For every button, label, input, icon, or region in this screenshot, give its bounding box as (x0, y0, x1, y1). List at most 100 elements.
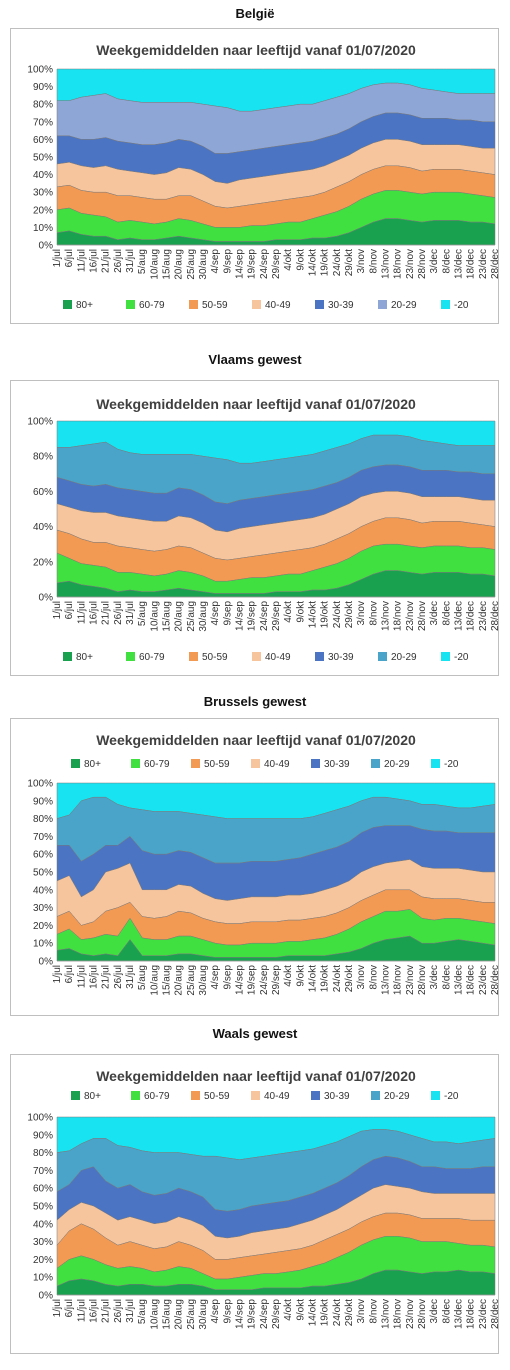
y-tick-label: 10% (33, 939, 53, 950)
x-tick-label: 30/aug (198, 601, 209, 632)
x-tick-label: 3/dec (429, 249, 440, 273)
y-tick-label: 30% (33, 188, 53, 199)
x-tick-label: 6/jul (64, 249, 75, 267)
x-tick-label: 28/dec (490, 1299, 500, 1329)
x-tick-label: 8/nov (368, 965, 379, 989)
y-tick-label: 100% (27, 779, 53, 790)
legend-swatch (189, 652, 198, 661)
x-tick-label: 14/okt (308, 601, 319, 628)
legend-label: 80+ (76, 652, 93, 663)
legend-label: 30-39 (328, 300, 354, 311)
y-tick-label: 90% (33, 1130, 53, 1141)
x-tick-label: 23/dec (478, 249, 489, 279)
x-tick-label: 24/sep (259, 249, 270, 279)
heading-vlaams-gewest: Vlaams gewest (208, 352, 302, 367)
legend-swatch (252, 300, 261, 309)
legend-label: 50-59 (204, 1091, 230, 1102)
chart-panel-brussels-gewest: Weekgemiddelden naar leeftijd vanaf 01/0… (10, 718, 500, 1016)
legend-label: 60-79 (144, 759, 170, 770)
x-tick-label: 8/nov (368, 249, 379, 273)
y-tick-label: 20% (33, 557, 53, 568)
x-tick-label: 31/jul (125, 965, 136, 989)
chart-title: Weekgemiddelden naar leeftijd vanaf 01/0… (96, 396, 416, 412)
y-tick-label: 40% (33, 885, 53, 896)
x-tick-label: 26/jul (113, 249, 124, 273)
x-tick-label: 9/okt (295, 965, 306, 987)
chart-panel-belgie: Weekgemiddelden naar leeftijd vanaf 01/0… (10, 28, 500, 324)
x-tick-label: 23/nov (405, 249, 416, 279)
chart-vlaams-gewest: Weekgemiddelden naar leeftijd vanaf 01/0… (27, 396, 500, 663)
x-tick-label: 20/aug (174, 249, 185, 280)
legend-label: 40-49 (264, 1091, 290, 1102)
legend-swatch (378, 300, 387, 309)
x-tick-label: 29/sep (271, 249, 282, 279)
x-tick-label: 19/sep (247, 601, 258, 631)
x-tick-label: 14/sep (235, 1299, 246, 1329)
x-tick-label: 14/sep (235, 965, 246, 995)
legend-swatch (431, 1091, 440, 1100)
x-tick-label: 14/sep (235, 601, 246, 631)
chart-title: Weekgemiddelden naar leeftijd vanaf 01/0… (96, 1068, 416, 1084)
x-tick-label: 13/dec (454, 1299, 465, 1329)
x-tick-label: 11/jul (76, 601, 87, 624)
legend-swatch (315, 652, 324, 661)
chart-belgie: Weekgemiddelden naar leeftijd vanaf 01/0… (27, 42, 500, 311)
x-tick-label: 30/aug (198, 965, 209, 996)
x-tick-label: 13/nov (381, 249, 392, 279)
legend-label: 80+ (84, 759, 101, 770)
x-tick-label: 23/nov (405, 1299, 416, 1329)
y-tick-label: 50% (33, 153, 53, 164)
y-tick-label: 40% (33, 170, 53, 181)
x-tick-label: 9/sep (222, 965, 233, 990)
x-tick-label: 5/aug (137, 965, 148, 990)
x-tick-label: 29/sep (271, 601, 282, 631)
x-tick-label: 25/aug (186, 249, 197, 280)
legend-swatch (191, 759, 200, 768)
y-tick-label: 60% (33, 1184, 53, 1195)
x-tick-label: 23/dec (478, 1299, 489, 1329)
x-tick-label: 13/dec (454, 249, 465, 279)
x-tick-label: 29/okt (344, 1299, 355, 1326)
x-tick-label: 16/jul (89, 249, 100, 273)
x-tick-label: 9/okt (295, 1299, 306, 1321)
x-tick-label: 25/aug (186, 965, 197, 996)
x-tick-label: 15/aug (162, 601, 173, 632)
x-tick-label: 1/jul (52, 1299, 63, 1317)
x-tick-label: 10/aug (149, 1299, 160, 1330)
x-tick-label: 3/dec (429, 965, 440, 989)
y-tick-label: 10% (33, 1273, 53, 1284)
y-tick-label: 50% (33, 868, 53, 879)
y-tick-label: 20% (33, 1255, 53, 1266)
x-tick-label: 8/dec (441, 601, 452, 625)
x-tick-label: 29/sep (271, 965, 282, 995)
x-tick-label: 29/okt (344, 249, 355, 276)
x-tick-label: 5/aug (137, 1299, 148, 1324)
x-tick-label: 18/nov (393, 965, 404, 995)
x-tick-label: 24/okt (332, 601, 343, 628)
x-tick-label: 13/nov (381, 601, 392, 631)
x-tick-label: 4/okt (283, 249, 294, 271)
x-tick-label: 20/aug (174, 601, 185, 632)
y-tick-label: 70% (33, 832, 53, 843)
x-tick-label: 19/okt (320, 249, 331, 276)
x-tick-label: 3/nov (356, 601, 367, 625)
legend-swatch (252, 652, 261, 661)
legend-swatch (126, 652, 135, 661)
y-tick-label: 100% (27, 1113, 53, 1124)
y-tick-label: 80% (33, 452, 53, 463)
y-tick-label: 90% (33, 796, 53, 807)
y-tick-label: 30% (33, 903, 53, 914)
x-tick-label: 6/jul (64, 965, 75, 983)
y-tick-label: 80% (33, 100, 53, 111)
x-tick-label: 28/dec (490, 965, 500, 995)
x-tick-label: 4/okt (283, 601, 294, 623)
x-tick-label: 31/jul (125, 1299, 136, 1323)
x-tick-label: 18/nov (393, 249, 404, 279)
x-tick-label: 20/aug (174, 965, 185, 996)
x-tick-label: 9/sep (222, 249, 233, 274)
heading-brussels-gewest: Brussels gewest (203, 694, 307, 709)
x-tick-label: 21/jul (101, 1299, 112, 1323)
x-tick-label: 11/jul (76, 965, 87, 988)
x-tick-label: 13/nov (381, 965, 392, 995)
x-tick-label: 18/dec (466, 601, 477, 631)
